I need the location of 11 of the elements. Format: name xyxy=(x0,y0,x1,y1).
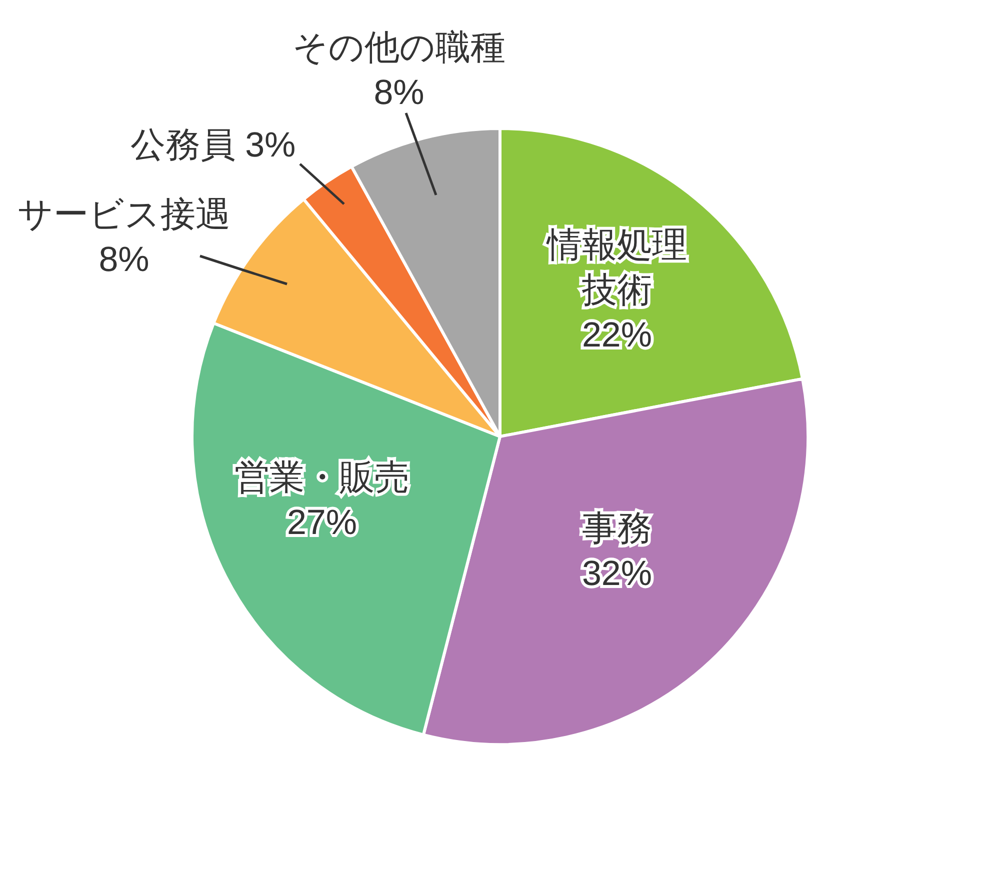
slice-label: 情報処理技術 xyxy=(546,226,687,310)
data-label: 8% xyxy=(98,240,150,279)
data-label: 27% xyxy=(286,503,358,542)
slice-label: 営業・販売 xyxy=(234,458,410,497)
slice-label: その他の職種 xyxy=(292,28,506,67)
slice-label: サービス接遇 xyxy=(18,195,230,234)
data-label: 32% xyxy=(582,554,652,593)
data-label: 22% xyxy=(582,316,652,354)
data-label: 8% xyxy=(374,73,424,112)
slice-label: 事務 xyxy=(582,509,652,548)
slice-label: 公務員 3% xyxy=(130,126,296,164)
